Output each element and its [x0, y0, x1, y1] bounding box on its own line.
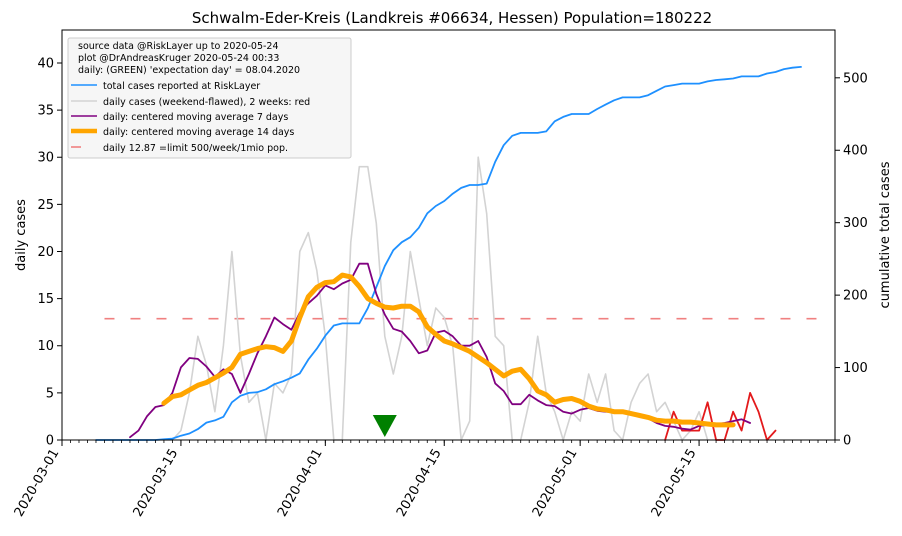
- y-left-tick-label: 10: [37, 339, 54, 354]
- chart-title: Schwalm-Eder-Kreis (Landkreis #06634, He…: [192, 9, 712, 27]
- legend-header-1: source data @RiskLayer up to 2020-05-24: [78, 41, 279, 52]
- y-right-tick-label: 200: [843, 289, 868, 304]
- legend-label-avg14: daily: centered moving average 14 days: [103, 127, 294, 138]
- y-left-tick-label: 30: [37, 151, 54, 166]
- expectation-day-marker: [372, 415, 397, 437]
- series-cumulative: [95, 66, 802, 441]
- y-right-tick-label: 0: [843, 434, 851, 449]
- legend-header-3: daily: (GREEN) 'expectation day' = 08.04…: [78, 65, 300, 76]
- series-daily-raw: [95, 156, 709, 441]
- y-right-tick-label: 300: [843, 216, 868, 231]
- y-right-tick-label: 400: [843, 144, 868, 159]
- y-left-tick-label: 5: [46, 386, 54, 401]
- y-left-tick-label: 20: [37, 245, 54, 260]
- y-left-tick-label: 15: [37, 292, 54, 307]
- legend-label-daily-raw: daily cases (weekend-flawed), 2 weeks: r…: [103, 97, 310, 108]
- legend-label-cumulative: total cases reported at RiskLayer: [103, 81, 260, 92]
- y-left-tick-label: 35: [37, 104, 54, 119]
- y-axis-label-left: daily cases: [14, 199, 29, 271]
- y-left-tick-label: 25: [37, 198, 54, 213]
- legend-box: [67, 37, 352, 159]
- legend: source data @RiskLayer up to 2020-05-24 …: [67, 37, 352, 159]
- y-right-tick-label: 500: [843, 71, 868, 86]
- y-right-tick-label: 100: [843, 361, 868, 376]
- series-avg14: [161, 272, 736, 428]
- y-axis-label-right: cumulative total cases: [878, 161, 893, 308]
- legend-label-avg7: daily: centered moving average 7 days: [103, 112, 288, 123]
- y-left-tick-label: 40: [37, 56, 54, 71]
- legend-label-limit: daily 12.87 =limit 500/week/1mio pop.: [103, 143, 288, 154]
- legend-header-2: plot @DrAndreasKruger 2020-05-24 00:33: [78, 53, 279, 64]
- y-left-tick-label: 0: [46, 434, 54, 449]
- plot-frame: [61, 29, 836, 441]
